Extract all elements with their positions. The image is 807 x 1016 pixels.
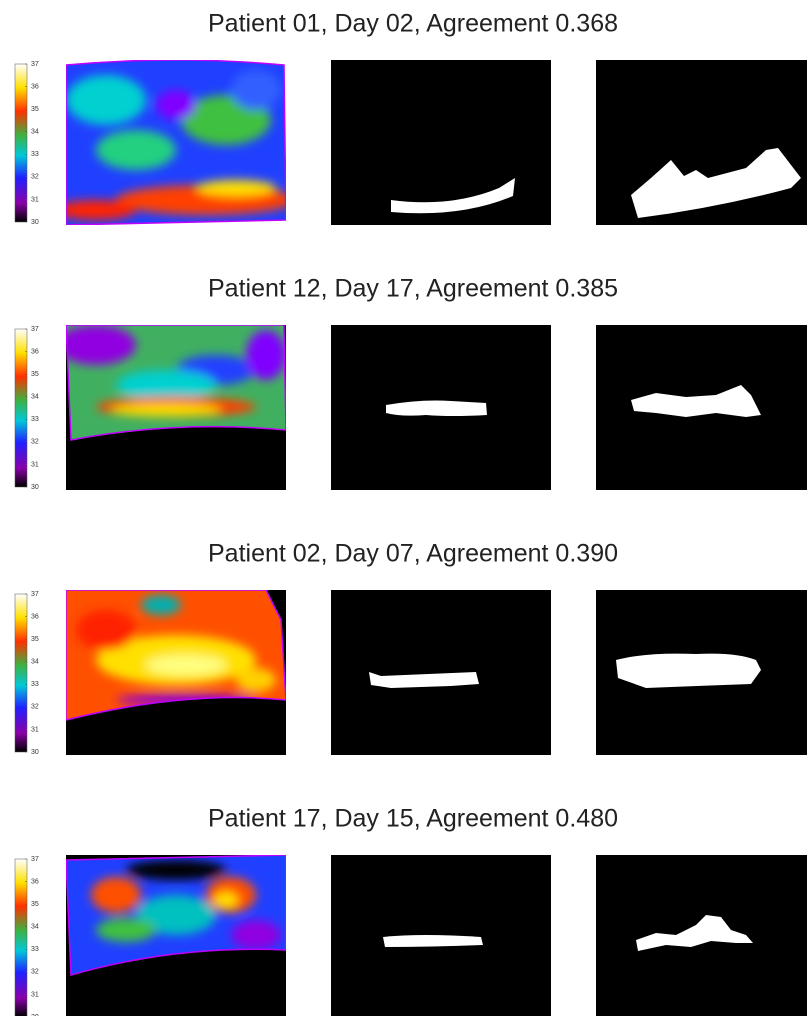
colorbar-label: 36 [31, 613, 39, 620]
colorbar-label: 33 [31, 151, 39, 158]
colorbar: 30 31 32 33 34 35 36 37 [15, 61, 39, 226]
colorbar-bar [15, 64, 27, 222]
colorbar-label: 32 [31, 969, 39, 976]
colorbar-label: 37 [31, 591, 39, 598]
panel-title: Patient 01, Day 02, Agreement 0.368 [208, 10, 618, 38]
colorbar-label: 37 [31, 61, 39, 68]
thermal-image [66, 855, 286, 1016]
colorbar-label: 34 [31, 659, 39, 666]
thermal-blob [141, 595, 181, 615]
thermal-blob [66, 75, 146, 125]
colorbar: 30 31 32 33 34 35 36 37 [15, 591, 39, 756]
colorbar-label: 33 [31, 681, 39, 688]
colorbar-label: 32 [31, 704, 39, 711]
thermal-blob [196, 180, 276, 196]
colorbar-label: 35 [31, 901, 39, 908]
thermal-blob [96, 918, 156, 942]
thermal-image [56, 60, 296, 225]
mask-image [331, 325, 551, 490]
colorbar-bar [15, 859, 27, 1016]
panel-title: Patient 17, Day 15, Agreement 0.480 [208, 805, 618, 833]
colorbar-label: 34 [31, 394, 39, 401]
mask-region [386, 401, 487, 417]
colorbar-label: 36 [31, 878, 39, 885]
colorbar-label: 31 [31, 726, 39, 733]
mask-image [331, 590, 551, 755]
thermal-blob [76, 610, 136, 650]
colorbar: 30 31 32 33 34 35 36 37 [15, 326, 39, 491]
colorbar-label: 36 [31, 348, 39, 355]
colorbar-label: 35 [31, 371, 39, 378]
thermal-blob [214, 892, 238, 908]
colorbar-label: 32 [31, 439, 39, 446]
thermal-image [56, 325, 286, 490]
colorbar-bar [15, 594, 27, 752]
colorbar-label: 35 [31, 636, 39, 643]
thermal-blob [236, 668, 276, 692]
colorbar-label: 30 [31, 484, 39, 491]
colorbar-label: 31 [31, 461, 39, 468]
panel-title: Patient 12, Day 17, Agreement 0.385 [208, 275, 618, 303]
thermal-blob [231, 70, 281, 110]
thermal-blob [56, 200, 136, 220]
thermal-blob [231, 920, 281, 950]
mask-region [383, 935, 483, 947]
colorbar-label: 31 [31, 196, 39, 203]
thermal-blob [246, 330, 286, 380]
mask-image [331, 60, 551, 225]
thermal-blob [96, 130, 176, 170]
mask-background [331, 590, 551, 755]
mask-image [596, 60, 807, 225]
thermal-blob [116, 370, 216, 400]
thermal-blob [156, 90, 196, 120]
colorbar-label: 37 [31, 326, 39, 333]
colorbar-label: 30 [31, 219, 39, 226]
thermal-blob [91, 877, 141, 913]
thermal-content [56, 60, 296, 225]
thermal-blob [126, 860, 226, 880]
mask-image [596, 590, 807, 755]
mask-background [331, 60, 551, 225]
colorbar-label: 31 [31, 991, 39, 998]
colorbar-label: 30 [31, 749, 39, 756]
thermal-image [66, 590, 286, 755]
colorbar-label: 35 [31, 106, 39, 113]
mask-image [596, 325, 807, 490]
figure: Patient 01, Day 02, Agreement 0.36830313… [0, 0, 807, 1016]
colorbar-label: 34 [31, 924, 39, 931]
colorbar-label: 36 [31, 83, 39, 90]
panel-title: Patient 02, Day 07, Agreement 0.390 [208, 540, 618, 568]
colorbar-label: 37 [31, 856, 39, 863]
thermal-blob [146, 655, 226, 675]
mask-image [596, 855, 807, 1016]
colorbar-label: 33 [31, 416, 39, 423]
colorbar-label: 34 [31, 129, 39, 136]
colorbar-label: 32 [31, 174, 39, 181]
colorbar-label: 33 [31, 946, 39, 953]
mask-image [331, 855, 551, 1016]
colorbar-bar [15, 329, 27, 487]
mask-region [616, 654, 761, 688]
thermal-blob [111, 404, 221, 416]
